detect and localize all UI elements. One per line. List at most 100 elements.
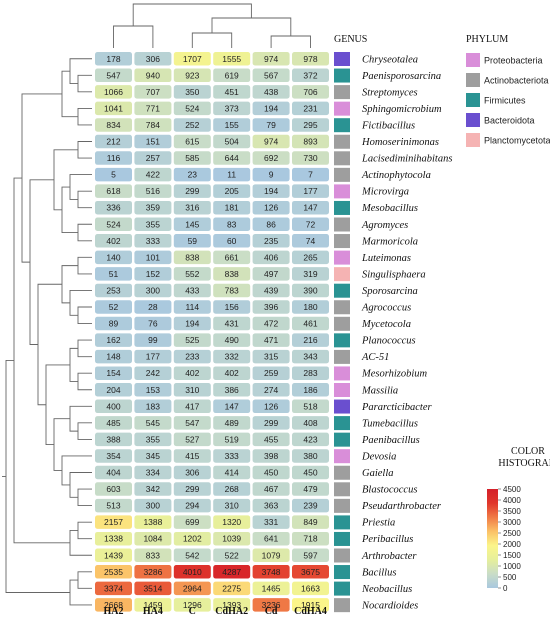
cell-value-label: 99	[148, 335, 158, 345]
heatmap-cell	[213, 498, 251, 513]
cell-value-label: 204	[106, 385, 120, 395]
heatmap-cell	[292, 316, 329, 331]
cell-value-label: 415	[185, 451, 199, 461]
cell-value-label: 79	[266, 120, 276, 130]
heatmap-cell	[173, 68, 211, 83]
cell-value-label: 86	[266, 219, 276, 229]
cell-value-label: 597	[303, 550, 317, 560]
cell-value-label: 404	[106, 468, 120, 478]
heatmap-cell	[95, 134, 132, 149]
genus-header: GENUS	[334, 34, 367, 45]
phylum-swatch	[334, 118, 350, 133]
cell-value-label: 692	[264, 153, 278, 163]
heatmap-cell	[173, 581, 211, 596]
phylum-swatch	[334, 217, 350, 232]
heatmap-cell	[292, 432, 329, 447]
heatmap-cell	[134, 85, 172, 99]
genus-label: Planococcus	[361, 336, 416, 347]
heatmap-cell	[173, 482, 211, 496]
cell-value-label: 618	[106, 186, 120, 196]
heatmap-cell	[173, 118, 211, 132]
dendrogram-branch	[77, 488, 92, 507]
genus-label: Marmoricola	[361, 236, 418, 247]
heatmap-cell	[292, 449, 329, 463]
phylum-swatch	[334, 267, 350, 282]
cell-value-label: 299	[185, 186, 199, 196]
cell-value-label: 2535	[104, 567, 123, 577]
cell-value-label: 52	[109, 302, 119, 312]
cell-value-label: 300	[146, 501, 160, 511]
cell-value-label: 461	[303, 319, 317, 329]
cell-value-label: 5	[111, 170, 116, 180]
colorbar-tick-label: 4000	[503, 496, 521, 505]
genus-label: Priestia	[361, 518, 395, 529]
heatmap-cell	[95, 383, 132, 397]
heatmap-cell	[252, 333, 290, 347]
dendrogram-branch	[69, 174, 92, 200]
heatmap-cell	[252, 548, 290, 562]
heatmap-cell	[252, 449, 290, 463]
heatmap-cell	[95, 482, 132, 496]
cell-value-label: 978	[303, 54, 317, 64]
cell-value-label: 274	[264, 385, 278, 395]
dendrogram-branch	[77, 339, 92, 358]
heatmap-cell	[252, 283, 290, 298]
heatmap-cell	[213, 432, 251, 447]
heatmap-cell	[95, 531, 132, 546]
heatmap-cell	[292, 383, 329, 397]
heatmap-cell	[95, 217, 132, 231]
cell-value-label: 771	[146, 103, 160, 113]
cell-value-label: 194	[264, 103, 278, 113]
heatmap-cell	[213, 515, 251, 529]
genus-label: Mesobacillus	[361, 203, 418, 214]
genus-label: Devosia	[361, 451, 396, 462]
heatmap-cell	[134, 118, 172, 132]
dendrogram-branch	[69, 472, 92, 498]
heatmap-cell	[95, 581, 132, 596]
cell-value-label: 283	[303, 368, 317, 378]
genus-label: Actinophytocola	[361, 170, 431, 181]
cell-value-label: 1465	[262, 583, 281, 593]
phylum-swatch	[334, 316, 350, 331]
column-label: C	[189, 606, 196, 617]
cell-value-label: 212	[106, 137, 120, 147]
cell-value-label: 3374	[104, 583, 123, 593]
cell-value-label: 433	[185, 285, 199, 295]
dendrogram-branch	[77, 521, 92, 540]
cell-value-label: 28	[148, 302, 158, 312]
cell-value-label: 2275	[222, 583, 241, 593]
cell-value-label: 513	[106, 501, 120, 511]
cell-value-label: 504	[225, 137, 239, 147]
phylum-legend: Proteobacteria Actinobacteriota Firmicutes…	[466, 53, 550, 147]
phylum-swatch	[334, 515, 350, 530]
cell-value-label: 294	[185, 501, 199, 511]
cell-value-label: 3514	[143, 583, 162, 593]
cell-value-label: 1202	[183, 534, 202, 544]
heatmap-cell	[95, 234, 132, 248]
heatmap-cell	[173, 333, 211, 347]
colorbar-gradient	[487, 489, 498, 588]
genus-label: Agrococcus	[361, 303, 411, 314]
heatmap-cell	[213, 85, 251, 99]
heatmap-cell	[213, 598, 251, 612]
heatmap-cell	[213, 383, 251, 397]
genus-label: AC-51	[361, 352, 389, 363]
cell-value-label: 1555	[222, 54, 241, 64]
heatmap-cell	[292, 333, 329, 347]
cell-value-label: 542	[185, 550, 199, 560]
heatmap-cell	[95, 267, 132, 281]
heatmap-cell	[134, 349, 172, 364]
cell-value-label: 156	[225, 302, 239, 312]
heatmap-cell	[173, 267, 211, 281]
cell-value-label: 116	[107, 153, 121, 163]
cell-value-label: 153	[146, 385, 160, 395]
cell-value-label: 406	[264, 252, 278, 262]
cell-value-label: 350	[185, 87, 199, 97]
heatmap-cell	[292, 349, 329, 364]
cell-value-label: 155	[225, 120, 239, 130]
heatmap-cell	[292, 101, 329, 116]
dendrogram-branch	[45, 364, 70, 446]
cell-value-label: 101	[146, 252, 160, 262]
cell-value-label: 372	[303, 70, 317, 80]
